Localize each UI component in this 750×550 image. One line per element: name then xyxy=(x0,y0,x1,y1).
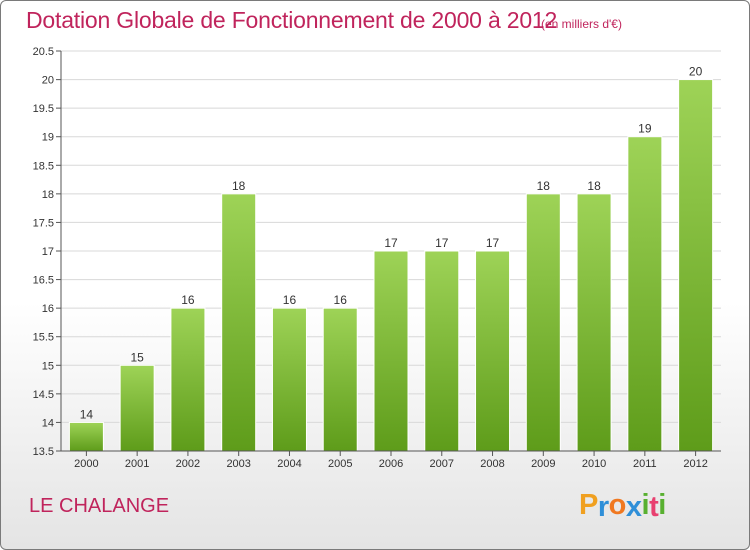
x-tick-label-2011: 2011 xyxy=(633,458,657,470)
bar-2012 xyxy=(678,79,714,452)
logo-letter: x xyxy=(625,491,642,523)
y-tick-label: 20 xyxy=(42,75,54,87)
data-label-2000: 14 xyxy=(80,407,94,421)
x-tick-label-2006: 2006 xyxy=(379,458,403,470)
y-tick-label: 14 xyxy=(42,417,54,429)
y-tick-label: 15 xyxy=(42,360,54,372)
y-tick-label: 19.5 xyxy=(33,103,54,115)
bar-2000 xyxy=(68,421,104,452)
x-tick-label-2002: 2002 xyxy=(176,458,200,470)
bars xyxy=(68,79,714,452)
axes xyxy=(56,50,721,456)
bar-2003 xyxy=(221,193,257,452)
data-label-2006: 17 xyxy=(384,236,398,250)
data-label-2009: 18 xyxy=(537,179,551,193)
bar-2005 xyxy=(322,307,358,452)
bar-2008 xyxy=(475,250,511,452)
x-tick-label-2010: 2010 xyxy=(582,458,606,470)
logo-letter: i xyxy=(641,489,650,521)
bar-2010 xyxy=(576,193,612,452)
bar-2002 xyxy=(170,307,206,452)
y-tick-label: 20.5 xyxy=(33,46,54,58)
logo-letter: r xyxy=(597,491,609,523)
y-tick-label: 17 xyxy=(42,246,54,258)
bar-2009 xyxy=(525,193,561,452)
bar-2006 xyxy=(373,250,409,452)
bar-2007 xyxy=(424,250,460,452)
x-tick-label-2000: 2000 xyxy=(74,458,98,470)
data-label-2001: 15 xyxy=(130,350,144,364)
x-tick-label-2007: 2007 xyxy=(430,458,454,470)
x-tick-label-2005: 2005 xyxy=(328,458,352,470)
data-label-2010: 18 xyxy=(587,179,601,193)
data-label-2005: 16 xyxy=(334,293,348,307)
x-tick-label-2001: 2001 xyxy=(125,458,149,470)
bar-2011 xyxy=(627,136,663,452)
logo-letter: t xyxy=(649,491,659,523)
bar-2004 xyxy=(271,307,307,452)
chart-title: Dotation Globale de Fonctionnement de 20… xyxy=(26,7,558,33)
data-label-2002: 16 xyxy=(181,293,195,307)
logo-letter: P xyxy=(579,489,598,521)
proxiti-logo[interactable]: Proxiti xyxy=(579,489,666,523)
x-tick-label-2009: 2009 xyxy=(531,458,555,470)
data-label-2012: 20 xyxy=(689,65,703,79)
y-tick-label: 14.5 xyxy=(33,389,54,401)
y-tick-label: 16 xyxy=(42,303,54,315)
x-tick-label-2012: 2012 xyxy=(683,458,707,470)
chart-unit-subtitle: (en milliers d'€) xyxy=(541,17,622,31)
y-tick-label: 18 xyxy=(42,189,54,201)
y-tick-label: 13.5 xyxy=(33,446,54,458)
data-label-2011: 19 xyxy=(638,122,652,136)
data-label-2004: 16 xyxy=(283,293,297,307)
labels: 13.5 14 14.5 15 15.5 16 16.5 17 17.5 18 18.5 19 19.5… xyxy=(33,46,708,470)
data-label-2008: 17 xyxy=(486,236,500,250)
x-tick-label-2003: 2003 xyxy=(226,458,250,470)
logo-letter: o xyxy=(608,489,627,521)
y-tick-label: 17.5 xyxy=(33,217,54,229)
town-name: LE CHALANGE xyxy=(29,495,170,517)
y-tick-label: 16.5 xyxy=(33,275,54,287)
x-tick-label-2008: 2008 xyxy=(480,458,504,470)
bar-2001 xyxy=(119,364,155,452)
y-tick-label: 18.5 xyxy=(33,160,54,172)
data-label-2007: 17 xyxy=(435,236,449,250)
x-tick-label-2004: 2004 xyxy=(277,458,301,470)
data-label-2003: 18 xyxy=(232,179,246,193)
y-tick-label: 15.5 xyxy=(33,332,54,344)
logo-letter: i xyxy=(658,489,666,521)
y-tick-label: 19 xyxy=(42,132,54,144)
